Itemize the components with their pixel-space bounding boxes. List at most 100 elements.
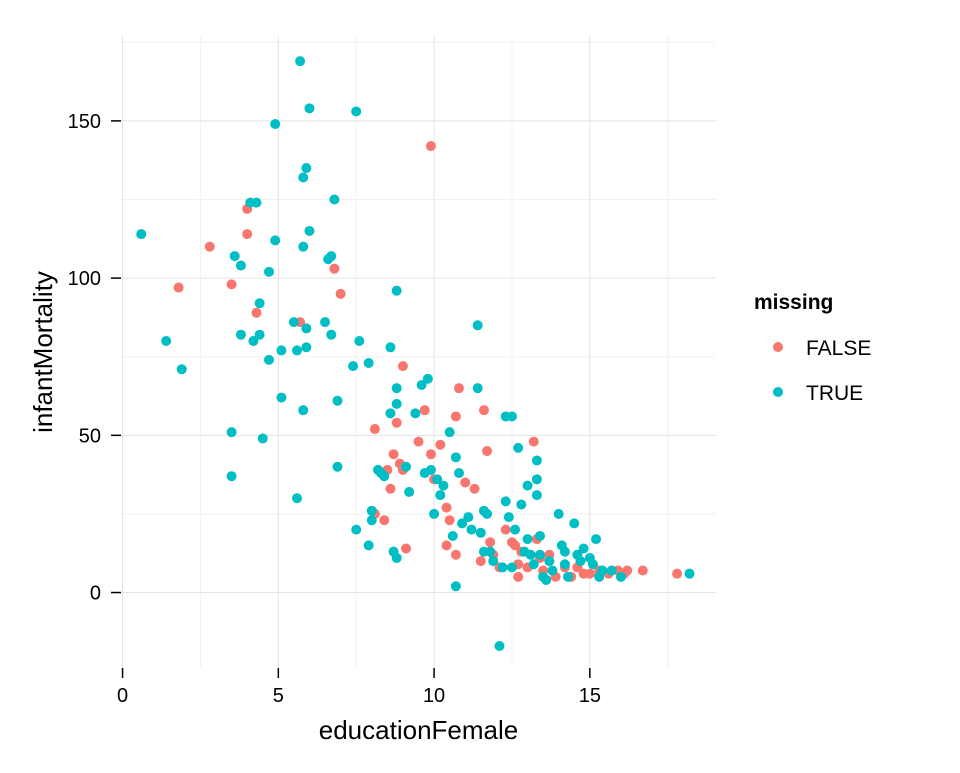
point-true bbox=[497, 562, 508, 573]
point-true bbox=[450, 452, 461, 463]
point-true bbox=[320, 317, 331, 328]
point-false bbox=[453, 383, 464, 394]
point-true bbox=[485, 546, 496, 557]
point-false bbox=[226, 279, 237, 290]
point-true bbox=[472, 320, 483, 331]
point-true bbox=[304, 225, 315, 236]
point-true bbox=[444, 427, 455, 438]
point-true bbox=[326, 329, 337, 340]
point-true bbox=[385, 408, 396, 419]
point-true bbox=[522, 534, 533, 545]
point-true bbox=[351, 106, 362, 117]
point-true bbox=[559, 559, 570, 570]
point-true bbox=[466, 524, 477, 535]
point-true bbox=[503, 512, 514, 523]
point-true bbox=[391, 398, 402, 409]
point-true bbox=[263, 354, 274, 365]
point-true bbox=[506, 562, 517, 573]
point-true bbox=[235, 260, 246, 271]
point-true bbox=[276, 392, 287, 403]
point-false bbox=[450, 411, 461, 422]
point-false bbox=[672, 568, 683, 579]
point-false bbox=[369, 424, 380, 435]
point-true bbox=[475, 527, 486, 538]
point-true bbox=[578, 543, 589, 554]
point-false bbox=[510, 540, 521, 551]
point-false bbox=[397, 361, 408, 372]
point-true bbox=[591, 534, 602, 545]
point-true bbox=[301, 323, 312, 334]
grid-lines bbox=[121, 36, 716, 668]
legend-key-false bbox=[773, 342, 783, 352]
point-true bbox=[276, 345, 287, 356]
point-false bbox=[441, 540, 452, 551]
point-true bbox=[684, 568, 695, 579]
point-true bbox=[292, 493, 303, 504]
y-axis-title: infantMortality bbox=[28, 271, 58, 433]
point-true bbox=[136, 229, 147, 240]
point-false bbox=[204, 241, 215, 252]
point-true bbox=[161, 335, 172, 346]
point-true bbox=[366, 515, 377, 526]
y-tick-label: 150 bbox=[68, 111, 101, 133]
point-true bbox=[301, 163, 312, 174]
point-true bbox=[270, 235, 281, 246]
data-points bbox=[136, 56, 695, 651]
point-false bbox=[637, 565, 648, 576]
point-true bbox=[254, 298, 265, 309]
point-true bbox=[385, 342, 396, 353]
point-true bbox=[494, 640, 505, 651]
point-true bbox=[513, 442, 524, 453]
point-true bbox=[615, 571, 626, 582]
point-false bbox=[242, 229, 253, 240]
point-false bbox=[482, 446, 493, 457]
point-false bbox=[385, 483, 396, 494]
point-true bbox=[597, 565, 608, 576]
y-tick-label: 0 bbox=[90, 583, 101, 605]
point-true bbox=[547, 565, 558, 576]
point-false bbox=[500, 524, 511, 535]
point-true bbox=[429, 508, 440, 519]
point-true bbox=[531, 455, 542, 466]
point-true bbox=[270, 119, 281, 130]
point-true bbox=[298, 241, 309, 252]
point-false bbox=[391, 417, 402, 428]
point-true bbox=[295, 56, 306, 67]
point-true bbox=[488, 556, 499, 567]
point-false bbox=[425, 141, 436, 152]
point-false bbox=[475, 556, 486, 567]
point-false bbox=[413, 436, 424, 447]
point-true bbox=[404, 486, 415, 497]
y-tick-label: 50 bbox=[79, 425, 101, 447]
point-true bbox=[553, 508, 564, 519]
legend-entries: FALSE TRUE bbox=[773, 337, 871, 405]
point-true bbox=[457, 518, 468, 529]
point-false bbox=[444, 515, 455, 526]
point-true bbox=[326, 251, 337, 262]
point-true bbox=[522, 480, 533, 491]
legend: missing FALSE TRUE bbox=[754, 291, 871, 405]
point-true bbox=[541, 574, 552, 585]
point-true bbox=[587, 559, 598, 570]
point-true bbox=[329, 194, 340, 205]
point-true bbox=[435, 490, 446, 501]
point-true bbox=[472, 383, 483, 394]
point-true bbox=[235, 329, 246, 340]
point-true bbox=[425, 464, 436, 475]
point-true bbox=[348, 361, 359, 372]
point-true bbox=[482, 508, 493, 519]
point-true bbox=[176, 364, 187, 375]
point-true bbox=[422, 373, 433, 384]
point-true bbox=[432, 474, 443, 485]
legend-title: missing bbox=[754, 291, 833, 314]
point-true bbox=[410, 408, 421, 419]
point-true bbox=[292, 345, 303, 356]
point-true bbox=[463, 512, 474, 523]
legend-key-true bbox=[773, 387, 783, 397]
x-tick-label: 10 bbox=[423, 685, 445, 707]
point-true bbox=[531, 490, 542, 501]
point-true bbox=[606, 565, 617, 576]
point-true bbox=[528, 559, 539, 570]
point-true bbox=[298, 405, 309, 416]
point-true bbox=[416, 380, 427, 391]
